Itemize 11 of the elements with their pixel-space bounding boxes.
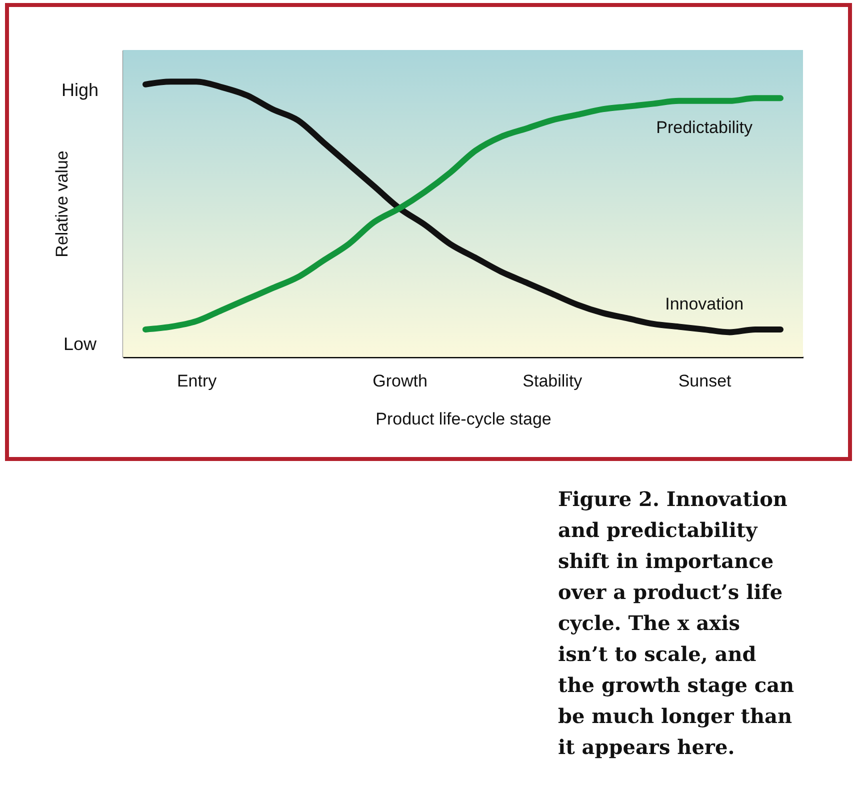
x-tick-label: Entry — [176, 372, 218, 390]
x-tick-label: Sunset — [678, 372, 732, 390]
x-tick-label: Growth — [372, 372, 428, 390]
text: Low — [63, 334, 98, 354]
x-tick-label: Stability — [522, 372, 583, 390]
x-axis-title: Product life-cycle stage — [376, 410, 552, 428]
y-axis-title: Relative value — [52, 150, 72, 258]
series-label: Predictability — [656, 118, 753, 137]
text: Figure 2. Innovation and predictability shift in importance over a product’s life cycle. The x axis isn’t to scale, and the growth stage can be much longer than it appears here. — [558, 487, 794, 759]
text: High — [61, 80, 99, 100]
series-label: Innovation — [665, 294, 744, 314]
